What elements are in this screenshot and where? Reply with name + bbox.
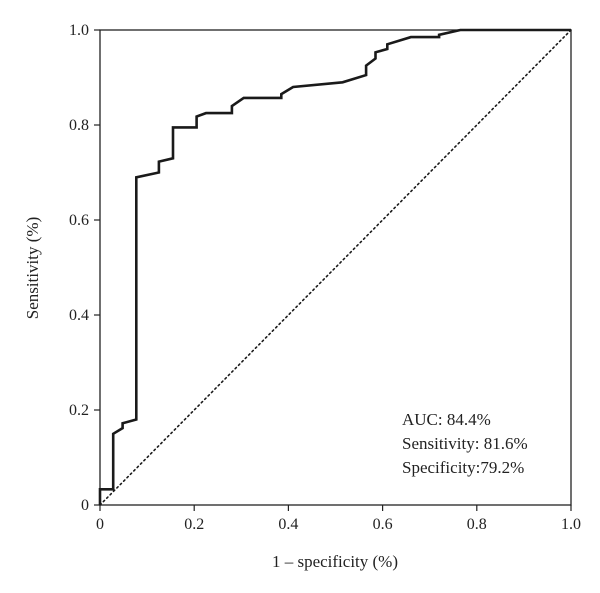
annotation-line: Specificity:79.2% (402, 458, 524, 477)
x-axis: 0 0.2 0.4 0.6 0.8 1.0 (96, 505, 581, 533)
y-tick-label: 0.4 (69, 307, 89, 324)
plot-area (99, 29, 572, 506)
y-tick-label: 0.6 (69, 212, 89, 229)
x-tick-label: 1.0 (561, 516, 581, 533)
y-axis-title: Sensitivity (%) (23, 217, 42, 319)
x-tick-label: 0 (96, 516, 104, 533)
series-layer (98, 28, 572, 506)
reference-diagonal-line (99, 29, 572, 506)
y-tick-label: 0 (81, 497, 89, 514)
metrics-annotation: AUC: 84.4% Sensitivity: 81.6% Specificity:… (402, 410, 528, 477)
y-axis: 0 0.2 0.4 0.6 0.8 1.0 (69, 22, 100, 514)
plot-border (99, 29, 572, 506)
y-tick-label: 0.2 (69, 402, 89, 419)
annotation-line: AUC: 84.4% (402, 410, 491, 429)
x-tick-label: 0.2 (184, 516, 204, 533)
x-tick-label: 0.6 (373, 516, 393, 533)
roc-curve-line (98, 28, 571, 505)
x-axis-title: 1 – specificity (%) (272, 552, 398, 571)
y-tick-label: 0.8 (69, 117, 89, 134)
x-tick-label: 0.4 (278, 516, 298, 533)
x-tick-label: 0.8 (467, 516, 487, 533)
annotation-line: Sensitivity: 81.6% (402, 434, 528, 453)
y-tick-label: 1.0 (69, 22, 89, 39)
